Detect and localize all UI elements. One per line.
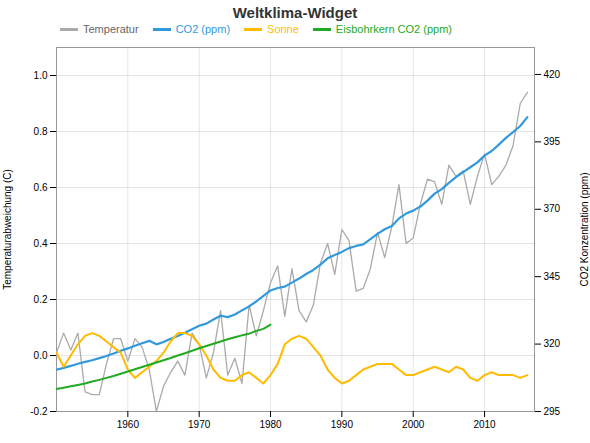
svg-text:1970: 1970 (188, 419, 211, 430)
html-text:Sonne: Sonne (267, 23, 299, 35)
svg-text:295: 295 (544, 406, 561, 417)
svg-text:0.0: 0.0 (34, 350, 48, 361)
svg-text:1960: 1960 (117, 419, 140, 430)
svg-text:2000: 2000 (402, 419, 425, 430)
svg-text:370: 370 (544, 203, 561, 214)
svg-text:0.6: 0.6 (34, 182, 48, 193)
svg-text:1980: 1980 (259, 419, 282, 430)
svg-text:320: 320 (544, 338, 561, 349)
svg-text:2010: 2010 (473, 419, 496, 430)
svg-text:-0.2: -0.2 (30, 406, 48, 417)
html-text:Eisbohrkern CO2 (ppm): Eisbohrkern CO2 (ppm) (335, 23, 452, 35)
svg-text:1.0: 1.0 (34, 70, 48, 81)
html-text:Temperatur: Temperatur (83, 23, 139, 35)
svg-text:395: 395 (544, 136, 561, 147)
html-text:CO2 (ppm): CO2 (ppm) (175, 23, 230, 35)
html-text:Weltklima-Widget: Weltklima-Widget (232, 4, 358, 21)
svg-text:1990: 1990 (331, 419, 354, 430)
svg-text:0.8: 0.8 (34, 126, 48, 137)
svg-text:CO2 Konzentration (ppm): CO2 Konzentration (ppm) (579, 173, 590, 287)
svg-text:Temperaturabweichung (C): Temperaturabweichung (C) (2, 169, 13, 290)
svg-text:420: 420 (544, 69, 561, 80)
svg-text:0.2: 0.2 (34, 294, 48, 305)
svg-text:0.4: 0.4 (34, 238, 48, 249)
svg-text:345: 345 (544, 271, 561, 282)
